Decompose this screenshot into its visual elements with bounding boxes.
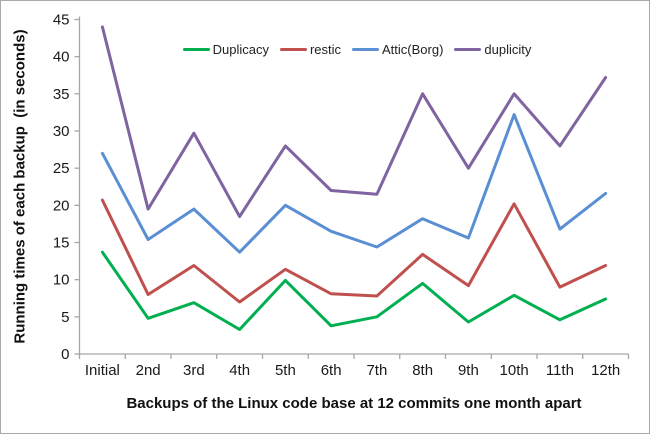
- series-line-attic-borg-: [100, 113, 608, 254]
- y-tick-label: 40: [53, 49, 70, 66]
- x-tick-label: 12th: [591, 362, 620, 379]
- x-tick-label: 3rd: [183, 362, 205, 379]
- chart-legend: Duplicacy restic Attic(Borg) duplicity: [1, 42, 649, 57]
- legend-item-duplicity: duplicity: [454, 42, 531, 57]
- x-tick-label: 2nd: [136, 362, 161, 379]
- legend-line-swatch: [182, 48, 210, 51]
- y-tick-label: 45: [53, 12, 70, 29]
- x-tick-label: 5th: [275, 362, 296, 379]
- legend-label: restic: [309, 42, 342, 57]
- legend-line-swatch: [279, 48, 307, 51]
- legend-label: Duplicacy: [212, 42, 269, 57]
- y-tick-label: 25: [53, 160, 70, 177]
- x-tick-label: 11th: [546, 362, 574, 379]
- series-line-duplicacy: [100, 250, 608, 331]
- x-tick-label: 9th: [458, 362, 479, 379]
- y-tick-label: 0: [61, 346, 69, 363]
- y-axis-title: Running times of each backup (in seconds…: [11, 29, 29, 344]
- y-tick-label: 15: [53, 235, 70, 252]
- x-tick-label: 8th: [412, 362, 433, 379]
- y-tick-label: 20: [53, 197, 70, 214]
- y-tick-label: 30: [53, 123, 70, 140]
- y-tick-label: 5: [61, 309, 69, 326]
- legend-line-swatch: [352, 48, 380, 51]
- legend-item-restic: restic: [279, 42, 342, 57]
- x-axis-title: Backups of the Linux code base at 12 com…: [126, 395, 582, 412]
- legend-item-duplicacy: Duplicacy: [182, 42, 269, 57]
- x-tick-label: 10th: [500, 362, 529, 379]
- y-tick-label: 10: [53, 272, 70, 289]
- legend-label: duplicity: [484, 42, 532, 57]
- legend-item-attic-borg-: Attic(Borg): [352, 42, 443, 57]
- legend-label: Attic(Borg): [382, 42, 444, 57]
- x-tick-label: 4th: [229, 362, 250, 379]
- series-line-restic: [100, 198, 608, 304]
- x-tick-label: Initial: [85, 362, 120, 379]
- legend-line-swatch: [454, 48, 482, 51]
- y-tick-label: 35: [53, 86, 70, 103]
- x-tick-label: 7th: [366, 362, 387, 379]
- series-line-duplicity: [100, 25, 608, 218]
- x-tick-label: 6th: [321, 362, 342, 379]
